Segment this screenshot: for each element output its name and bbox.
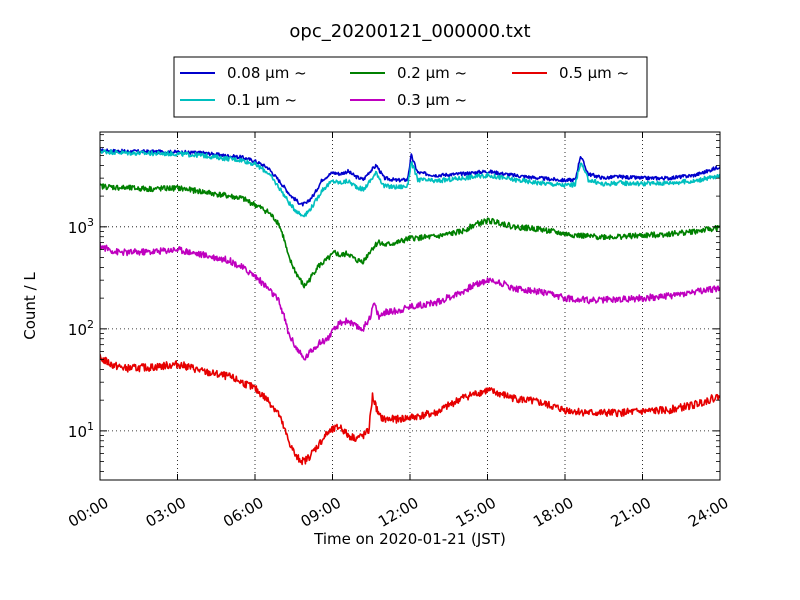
x-tick-label: 24:00 bbox=[685, 494, 731, 531]
x-tick-label: 18:00 bbox=[530, 494, 576, 531]
x-tick-label: 09:00 bbox=[298, 494, 344, 531]
x-tick-label: 06:00 bbox=[220, 494, 266, 531]
y-axis-label: Count / L bbox=[21, 272, 39, 340]
y-tick-label: 102 bbox=[68, 318, 94, 339]
x-tick-label: 15:00 bbox=[453, 494, 499, 531]
y-tick-label-exponent: 2 bbox=[87, 318, 94, 331]
y-tick-label-base: 10 bbox=[68, 423, 87, 441]
x-axis-label: Time on 2020-01-21 (JST) bbox=[313, 530, 506, 548]
x-tick-label: 03:00 bbox=[143, 494, 189, 531]
legend: 0.08 μm ~ 0.1 μm ~ 0.2 μm ~ 0.3 μm ~ 0.5 μm … bbox=[174, 57, 647, 117]
y-tick-label: 103 bbox=[68, 216, 94, 237]
x-tick-label: 00:00 bbox=[65, 494, 111, 531]
legend-label-4: 0.5 μm ~ bbox=[559, 64, 629, 82]
x-tick-label: 21:00 bbox=[608, 494, 654, 531]
chart-title: opc_20200121_000000.txt bbox=[289, 21, 530, 42]
y-tick-label-base: 10 bbox=[68, 219, 87, 237]
x-axis: 00:00 03:00 06:00 09:00 12:00 15:00 18:00 21:00… bbox=[65, 132, 731, 531]
y-tick-label-base: 10 bbox=[68, 321, 87, 339]
legend-label-2: 0.2 μm ~ bbox=[397, 64, 467, 82]
series-line-0 bbox=[100, 149, 720, 206]
plot-area: 00:00 03:00 06:00 09:00 12:00 15:00 18:00 21:00… bbox=[65, 132, 731, 531]
y-tick-label-exponent: 3 bbox=[87, 216, 94, 229]
y-tick-label-exponent: 1 bbox=[87, 420, 94, 433]
series-line-4 bbox=[100, 354, 720, 464]
legend-label-1: 0.1 μm ~ bbox=[227, 91, 297, 109]
legend-label-0: 0.08 μm ~ bbox=[227, 64, 307, 82]
legend-label-3: 0.3 μm ~ bbox=[397, 91, 467, 109]
x-tick-label: 12:00 bbox=[375, 494, 421, 531]
y-tick-label: 101 bbox=[68, 420, 94, 441]
